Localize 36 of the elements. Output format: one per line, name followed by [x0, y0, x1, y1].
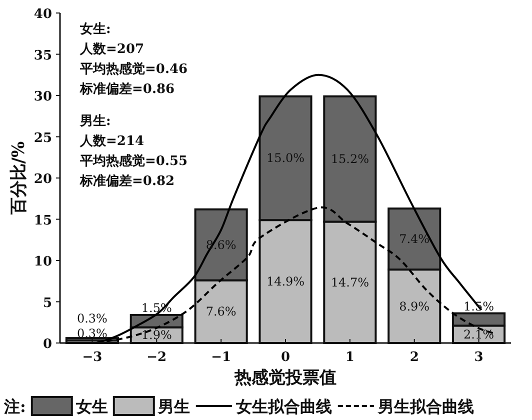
data-label: 2.1% — [464, 327, 494, 342]
legend-label: 女生 — [74, 397, 108, 416]
y-tick-label: 30 — [34, 90, 52, 104]
y-tick-label: 10 — [34, 254, 52, 270]
data-label: 14.7% — [330, 275, 369, 290]
y-axis-title: 百分比/% — [9, 141, 29, 216]
legend-label: 男生拟合曲线 — [376, 397, 474, 416]
y-tick-label: 15 — [34, 213, 52, 228]
data-label: 7.6% — [206, 304, 236, 319]
y-tick-label: 20 — [34, 172, 52, 187]
legend-label: 女生拟合曲线 — [234, 397, 332, 416]
x-tick-label: −3 — [82, 350, 102, 365]
x-tick-label: −2 — [146, 350, 167, 365]
data-label: 0.3% — [76, 326, 108, 341]
annotation: 男生: 人数=214 平均热感觉=0.55 标准偏差=0.82 — [79, 114, 188, 189]
data-label: 1.9% — [141, 328, 172, 342]
data-label: 15.0% — [266, 151, 305, 166]
x-tick-label: 2 — [410, 350, 419, 365]
data-label: 15.2% — [330, 152, 369, 166]
x-tick-label: 3 — [474, 350, 484, 365]
y-tick-label: 40 — [34, 7, 52, 22]
x-tick-label: −1 — [211, 350, 232, 365]
legend-label: 男生 — [156, 397, 190, 416]
data-label: 7.4% — [399, 232, 430, 246]
y-tick-label: 25 — [34, 130, 52, 146]
x-axis-title: 热感觉投票值 — [234, 368, 336, 388]
data-label: 8.9% — [399, 299, 430, 314]
y-tick-label: 0 — [42, 337, 52, 352]
y-tick-label: 5 — [42, 296, 52, 311]
x-tick-label: 1 — [345, 350, 354, 365]
y-tick-label: 35 — [34, 48, 52, 64]
annotation: 女生: 人数=207 平均热感觉=0.46 标准偏差=0.86 — [79, 22, 188, 97]
data-label: 0.3% — [76, 312, 108, 326]
x-tick-label: 0 — [280, 350, 290, 365]
legend-title: 注: — [3, 397, 26, 416]
data-label: 14.9% — [266, 274, 305, 289]
